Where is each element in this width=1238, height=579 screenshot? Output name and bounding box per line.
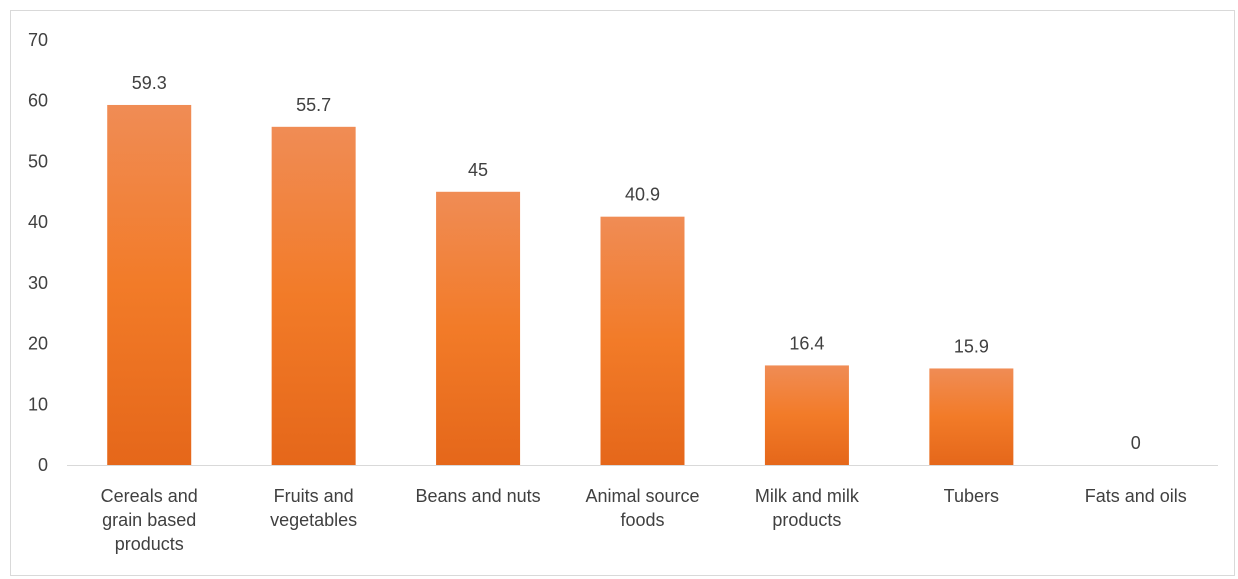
- y-tick-label: 60: [28, 91, 48, 111]
- y-tick-label: 0: [38, 455, 48, 475]
- x-axis: Cereals and grain based products Fruits and…: [67, 465, 1218, 554]
- bar: [600, 216, 685, 465]
- x-tick-label: Fruits and vegetables: [270, 486, 357, 530]
- x-tick-label: Fats and oils: [1085, 486, 1187, 506]
- bar: [107, 104, 192, 465]
- x-tick-label: Tubers: [944, 486, 999, 506]
- y-tick-label: 10: [28, 394, 48, 414]
- bar: [764, 365, 849, 465]
- data-labels: 59.3 55.7 45 40.9 16.4 15.9 0: [132, 73, 1141, 453]
- y-axis: 0 10 20 30 40 50 60 70: [28, 30, 48, 475]
- data-label: 45: [468, 160, 488, 180]
- bar: [929, 368, 1014, 465]
- data-label: 15.9: [954, 336, 989, 356]
- data-label: 55.7: [296, 95, 331, 115]
- y-tick-label: 20: [28, 334, 48, 354]
- y-tick-label: 70: [28, 30, 48, 50]
- y-tick-label: 40: [28, 212, 48, 232]
- data-label: 40.9: [625, 185, 660, 205]
- bars: [107, 104, 1014, 466]
- bar: [271, 126, 356, 466]
- bar: [436, 191, 521, 466]
- data-label: 16.4: [789, 333, 824, 353]
- x-tick-label: Cereals and grain based products: [101, 486, 198, 554]
- x-tick-label: Animal source foods: [585, 486, 699, 530]
- y-tick-label: 50: [28, 151, 48, 171]
- x-tick-label: Beans and nuts: [416, 486, 541, 506]
- data-label: 0: [1131, 433, 1141, 453]
- y-tick-label: 30: [28, 273, 48, 293]
- x-tick-label: Milk and milk products: [755, 486, 860, 530]
- data-label: 59.3: [132, 73, 167, 93]
